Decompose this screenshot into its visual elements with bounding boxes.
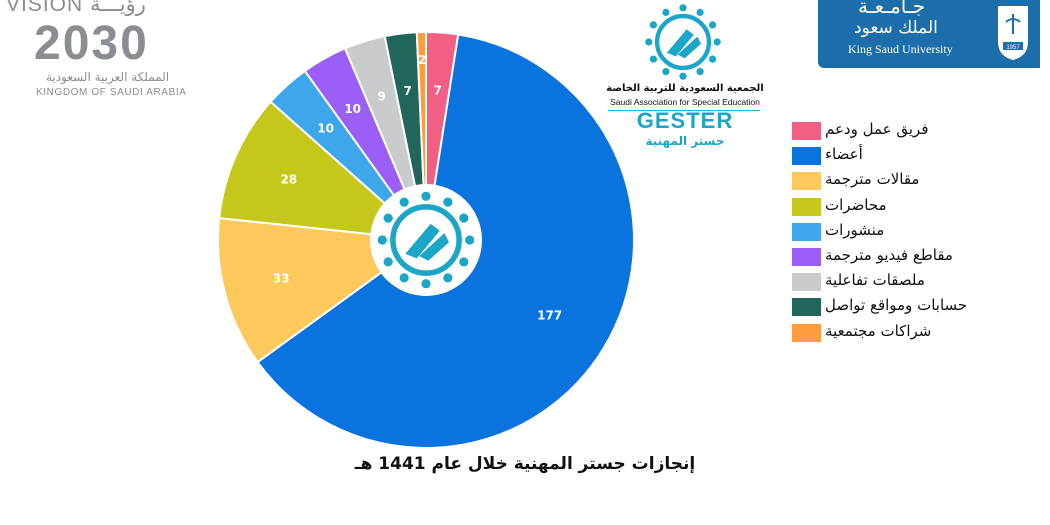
legend-label: منشورات: [825, 220, 885, 239]
pie-data-label-8: 7: [404, 84, 412, 98]
legend-item: أعضاء: [790, 143, 1030, 168]
legend-item: فريق عمل ودعم: [790, 118, 1030, 143]
pie-data-label-9: 2: [418, 53, 426, 67]
ksu-emblem-icon: 1957: [998, 6, 1028, 60]
gester-brand: GESTER: [636, 108, 734, 133]
pie-data-label-3: 33: [273, 272, 290, 286]
legend-item: حسابات ومواقع تواصل: [790, 294, 1030, 319]
vision-logo-top: VISION رؤيـــة: [6, 0, 146, 16]
legend-swatch: [792, 197, 821, 216]
vision-logo-year: 2030: [34, 17, 149, 70]
legend-item: مقاطع فيديو مترجمة: [790, 244, 1030, 269]
legend-swatch: [792, 222, 821, 241]
ksu-english-name: King Saud University: [848, 42, 953, 56]
vision-2030-logo: VISION رؤيـــة 2030 المملكة العربية السع…: [0, 0, 215, 110]
legend-swatch: [792, 247, 821, 266]
gester-hands-emblem-icon: [645, 4, 721, 80]
legend-swatch: [792, 298, 821, 317]
pie-data-label-1: 7: [433, 83, 441, 97]
legend-swatch: [792, 172, 821, 191]
legend-item: منشورات: [790, 219, 1030, 244]
legend-item: محاضرات: [790, 194, 1030, 219]
legend-item: شراكات مجتمعية: [790, 320, 1030, 345]
ksu-arabic-line2: الملك سعود: [854, 18, 938, 38]
legend-label: محاضرات: [825, 195, 887, 214]
legend-item: مقالات مترجمة: [790, 168, 1030, 193]
association-english-name: Saudi Association for Special Education: [610, 97, 760, 107]
legend-label: مقاطع فيديو مترجمة: [825, 245, 953, 264]
legend-swatch: [792, 122, 821, 140]
legend-swatch: [792, 273, 821, 292]
legend-label: ملصقات تفاعلية: [825, 271, 925, 290]
pie-data-label-4: 28: [280, 172, 297, 186]
chart-legend: فريق عمل ودعم أعضاء مقالات مترجمة محاضرات من…: [790, 118, 1030, 345]
legend-swatch: [792, 147, 821, 166]
ksu-arabic-line1: جـامـعـة: [858, 0, 926, 18]
vision-logo-english: KINGDOM OF SAUDI ARABIA: [36, 87, 187, 98]
legend-label: أعضاء: [825, 145, 863, 164]
legend-label: حسابات ومواقع تواصل: [825, 296, 968, 315]
vision-logo-arabic: المملكة العربية السعودية: [46, 70, 170, 84]
pie-data-label-6: 10: [344, 102, 361, 116]
gester-brand-arabic: جستر المهنية: [645, 134, 725, 148]
pie-data-label-2: 177: [537, 309, 562, 323]
center-gester-emblem-icon: [377, 191, 475, 289]
legend-label: شراكات مجتمعية: [825, 321, 932, 340]
pie-slice-4: [218, 100, 429, 242]
chart-title: إنجازات جستر المهنية خلال عام 1441 هـ: [354, 454, 696, 474]
association-divider: [608, 110, 760, 111]
pie-data-label-5: 10: [317, 121, 334, 135]
ksu-logo: جـامـعـة الملك سعود King Saud University…: [818, 0, 1040, 68]
legend-swatch: [792, 323, 821, 342]
pie-data-label-7: 9: [378, 90, 386, 104]
association-arabic-name: الجمعية السعودية للتربية الخاصة: [606, 83, 764, 94]
legend-label: مقالات مترجمة: [825, 170, 920, 189]
association-logo: الجمعية السعودية للتربية الخاصة Saudi As…: [600, 0, 770, 155]
legend-label: فريق عمل ودعم: [825, 120, 929, 138]
legend-item: ملصقات تفاعلية: [790, 269, 1030, 294]
ksu-emblem-year: 1957: [1006, 45, 1020, 51]
